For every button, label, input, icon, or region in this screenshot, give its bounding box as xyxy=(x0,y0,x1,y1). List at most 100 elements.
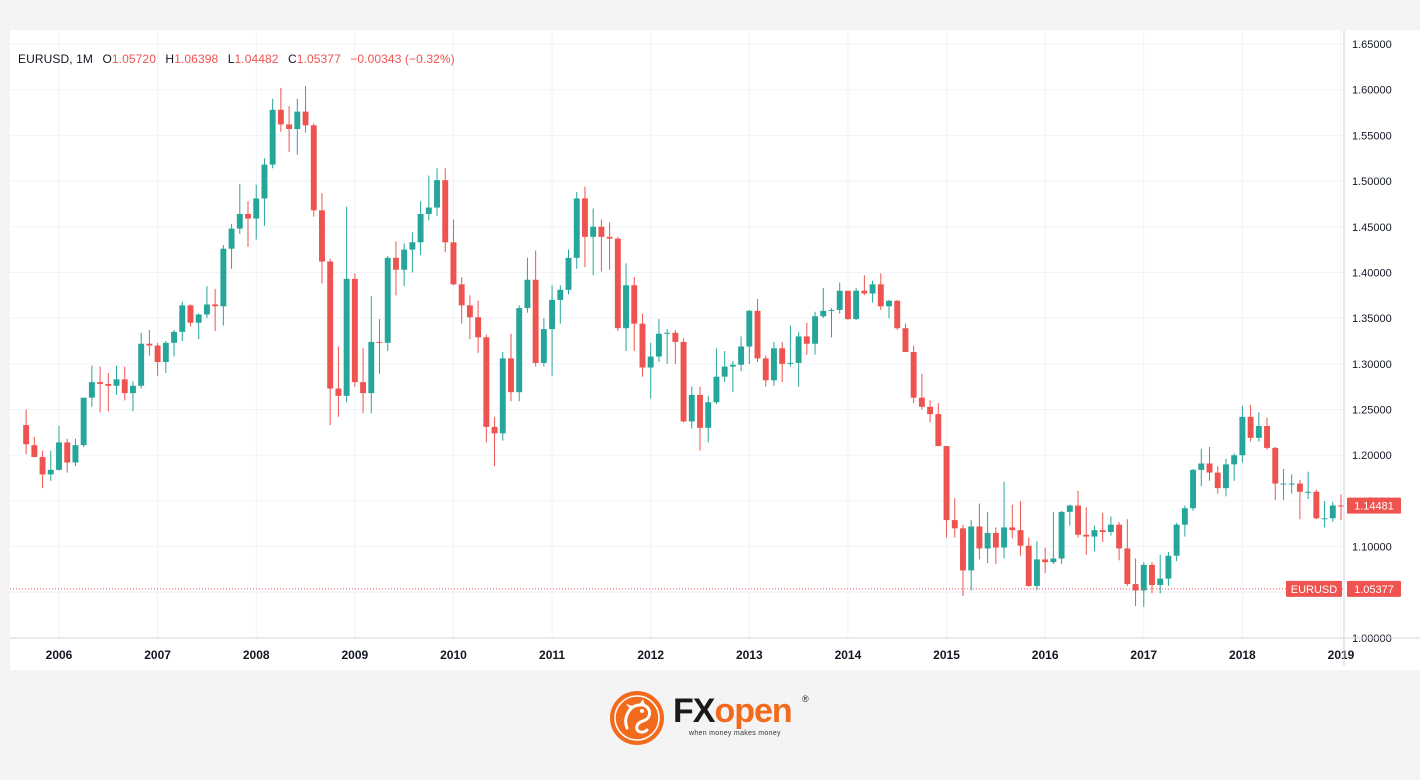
candle xyxy=(212,288,219,331)
candle-body xyxy=(97,382,104,384)
candle-body xyxy=(1338,505,1344,507)
last-price-tag: 1.05377 xyxy=(1354,584,1394,596)
candle xyxy=(1255,412,1262,442)
candle xyxy=(680,338,687,423)
candle xyxy=(154,342,161,376)
candle-body xyxy=(713,376,720,403)
candle xyxy=(787,325,794,367)
candle xyxy=(894,299,901,331)
candle-body xyxy=(179,305,186,332)
candle xyxy=(713,348,720,405)
candle-body xyxy=(1206,463,1213,473)
candle-body xyxy=(1017,530,1024,546)
candle xyxy=(1198,448,1205,487)
candle xyxy=(935,403,942,447)
candle xyxy=(1033,541,1040,591)
candle-body xyxy=(943,446,950,521)
candle xyxy=(623,263,629,352)
fxopen-logo[interactable]: FXopen ® when money makes money xyxy=(609,690,819,750)
candle xyxy=(705,395,712,443)
candle xyxy=(614,236,621,331)
x-tick-label: 2016 xyxy=(1032,648,1059,662)
candle-body xyxy=(1239,416,1246,456)
candle xyxy=(1296,479,1303,520)
candle xyxy=(425,175,432,221)
candle-body xyxy=(458,284,465,306)
candle-body xyxy=(392,257,399,270)
candle xyxy=(1058,510,1065,564)
candle xyxy=(138,332,145,389)
candle-body xyxy=(187,305,194,323)
candle xyxy=(672,330,679,364)
candle-body xyxy=(968,526,975,571)
candle xyxy=(606,222,613,270)
candle xyxy=(1001,481,1008,559)
candle-body xyxy=(203,304,210,315)
candle-body xyxy=(401,249,408,270)
candle xyxy=(1329,501,1336,522)
candle-body xyxy=(228,228,235,249)
candle xyxy=(943,446,950,538)
candle-body xyxy=(688,394,695,422)
y-tick-label: 1.60000 xyxy=(1352,85,1392,97)
candle xyxy=(1190,468,1197,511)
legend-symbol: EURUSD, 1M xyxy=(18,52,94,66)
candle-body xyxy=(72,445,79,463)
candle-body xyxy=(236,213,243,229)
candle-body xyxy=(105,383,112,386)
candlestick-chart[interactable]: 1.000001.050001.100001.150001.200001.250… xyxy=(0,0,1420,670)
candle xyxy=(1140,562,1147,607)
candle xyxy=(516,305,523,402)
candle-body xyxy=(310,125,317,211)
candle xyxy=(1222,458,1229,497)
y-tick-label: 1.10000 xyxy=(1352,542,1392,554)
candle xyxy=(1239,405,1246,463)
candle xyxy=(549,285,556,376)
candle-body xyxy=(984,532,991,549)
candle xyxy=(902,323,909,352)
candle-body xyxy=(951,520,958,529)
candle xyxy=(80,397,87,448)
candle xyxy=(409,232,416,273)
candle-body xyxy=(23,425,30,445)
candle-body xyxy=(672,332,679,342)
candle-body xyxy=(31,445,38,458)
candle-body xyxy=(960,528,966,571)
candle-body xyxy=(738,346,745,365)
x-tick-label: 2011 xyxy=(539,648,565,662)
candle xyxy=(458,277,465,324)
candle-body xyxy=(376,341,383,343)
chart-panel[interactable] xyxy=(10,30,1420,670)
candle-body xyxy=(343,278,350,396)
candle xyxy=(417,201,424,256)
candle-body xyxy=(1280,483,1287,485)
legend-close-value: 1.05377 xyxy=(296,52,341,66)
candle-body xyxy=(409,242,416,250)
candle-body xyxy=(1329,505,1336,519)
candle xyxy=(762,355,769,387)
candle xyxy=(1272,447,1279,501)
y-tick-label: 1.25000 xyxy=(1352,405,1392,417)
candle-body xyxy=(787,362,794,364)
x-tick-label: 2009 xyxy=(341,648,368,662)
candle-body xyxy=(623,285,629,329)
candle-body xyxy=(146,343,153,346)
candle xyxy=(927,400,934,423)
candle-body xyxy=(844,290,851,320)
candle xyxy=(1305,471,1312,500)
candle-body xyxy=(442,180,449,243)
candle-body xyxy=(754,310,761,359)
candle xyxy=(960,524,966,596)
candle xyxy=(187,304,194,327)
candle-body xyxy=(779,348,786,364)
candle xyxy=(1116,521,1123,561)
candle xyxy=(1075,490,1081,538)
candle-body xyxy=(368,341,375,394)
candle-body xyxy=(664,332,671,334)
dragon-emblem-icon xyxy=(610,691,664,745)
candle xyxy=(302,86,309,133)
y-tick-label: 1.30000 xyxy=(1352,359,1392,371)
candle xyxy=(1099,512,1106,543)
candle xyxy=(434,168,440,216)
candle-body xyxy=(154,345,161,363)
